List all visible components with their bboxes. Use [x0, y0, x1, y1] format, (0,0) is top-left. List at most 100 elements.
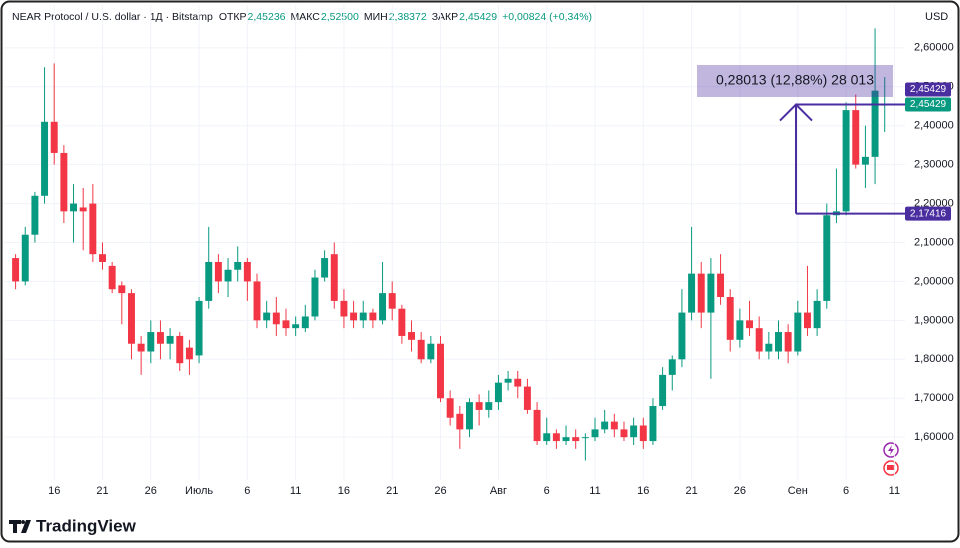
x-tick-label: Авг [490, 485, 507, 497]
x-tick-label: 16 [48, 485, 60, 497]
x-tick-label: 16 [338, 485, 350, 497]
measure-arrow-head [779, 103, 813, 122]
candle-body [301, 316, 309, 329]
x-tick-label: 21 [386, 485, 398, 497]
candle-body [12, 258, 20, 282]
candle-body [156, 332, 164, 344]
x-tick-label: 26 [145, 485, 157, 497]
candle-body [185, 347, 193, 360]
candle-body [842, 110, 850, 212]
candle-body [591, 429, 599, 438]
candle-body [697, 273, 705, 313]
candle-body [649, 406, 657, 442]
candle-body [475, 402, 483, 410]
y-tick-label: 2,40000 [914, 120, 954, 132]
candle-body [494, 382, 502, 403]
y-tick-label: 2,60000 [914, 42, 954, 54]
candle-body [659, 374, 667, 407]
candle-body [803, 312, 811, 329]
candle-body [630, 425, 638, 438]
candle-body [765, 343, 773, 352]
y-tick-label: 2,00000 [914, 275, 954, 287]
y-tick-label: 1,60000 [914, 431, 954, 443]
candle-body [746, 320, 753, 329]
candle-body [446, 398, 454, 418]
candle-body [562, 437, 570, 442]
candle-body [369, 312, 377, 321]
candle-body [794, 312, 802, 352]
candle-body [137, 343, 145, 352]
candle-body [89, 203, 97, 255]
measure-label: 0,28013 (12,88%) 28 013 [716, 72, 874, 88]
candle-body [717, 273, 725, 298]
candle-body [195, 300, 203, 356]
candle-body [852, 110, 860, 165]
candle-body [398, 308, 406, 336]
candle-body [50, 121, 58, 153]
candle-body [127, 293, 135, 344]
price-tag [905, 206, 951, 221]
candle-body [408, 332, 416, 340]
measure-label-box [697, 65, 893, 97]
ohlc-value: 2,45429 [459, 11, 497, 23]
x-tick-label: 6 [843, 485, 849, 497]
candle-body [610, 421, 618, 430]
x-tick-label: 11 [889, 485, 900, 497]
x-tick-label: 11 [589, 485, 600, 497]
candle-body [678, 312, 686, 360]
symbol: NEAR Protocol / U.S. dollar · 1Д · Bitst… [12, 11, 213, 23]
candle-body [224, 269, 232, 282]
candle-body [176, 335, 184, 364]
candle-body [861, 156, 869, 165]
candle-body [99, 254, 106, 262]
brand: TradingView [36, 516, 137, 535]
candle-body [205, 261, 213, 301]
candle-body [572, 437, 580, 442]
candle-body [726, 297, 734, 340]
candle-body [243, 261, 251, 282]
ohlc-label: МАКС [291, 11, 321, 23]
x-tick-label: 21 [685, 485, 697, 497]
candle-body [214, 261, 222, 282]
candle-body [292, 324, 300, 329]
price-tag-label: 2,45429 [910, 99, 947, 110]
x-tick-label: 6 [244, 485, 250, 497]
currency: USD [925, 11, 948, 23]
candle-body [813, 300, 821, 329]
candle-body [581, 437, 589, 439]
x-tick-label: Сен [788, 485, 808, 497]
candle-body [736, 320, 744, 340]
candle-body [543, 433, 551, 442]
ohlc-label: ОТКР [219, 11, 247, 23]
candle-body [350, 312, 358, 321]
candle-body [311, 277, 319, 317]
candle-body [118, 285, 126, 294]
candle-body [263, 312, 271, 321]
ohlc-value: 2,38372 [389, 11, 427, 23]
x-tick-label: 26 [434, 485, 446, 497]
y-tick-label: 1,90000 [914, 314, 954, 326]
candle-body [60, 152, 68, 212]
grid [4, 5, 905, 480]
candle-body [166, 335, 174, 344]
candle-body [485, 402, 493, 410]
ohlc-label: ЗАКР [432, 11, 458, 23]
candle-body [523, 386, 531, 410]
price-tag [905, 97, 951, 112]
candle-body [465, 402, 473, 430]
x-tick-label: 21 [96, 485, 108, 497]
price-tag [905, 82, 951, 97]
ohlc-label: МИН [364, 11, 388, 23]
candle-body [282, 320, 290, 329]
brand-logo [9, 520, 31, 533]
candle-body [79, 207, 87, 212]
x-tick-label: 6 [544, 485, 550, 497]
candle-body [456, 413, 464, 430]
candle-body [601, 421, 609, 430]
price-tag-label: 2,17416 [910, 208, 947, 219]
candle-body [504, 378, 512, 383]
candle-body [70, 203, 78, 212]
